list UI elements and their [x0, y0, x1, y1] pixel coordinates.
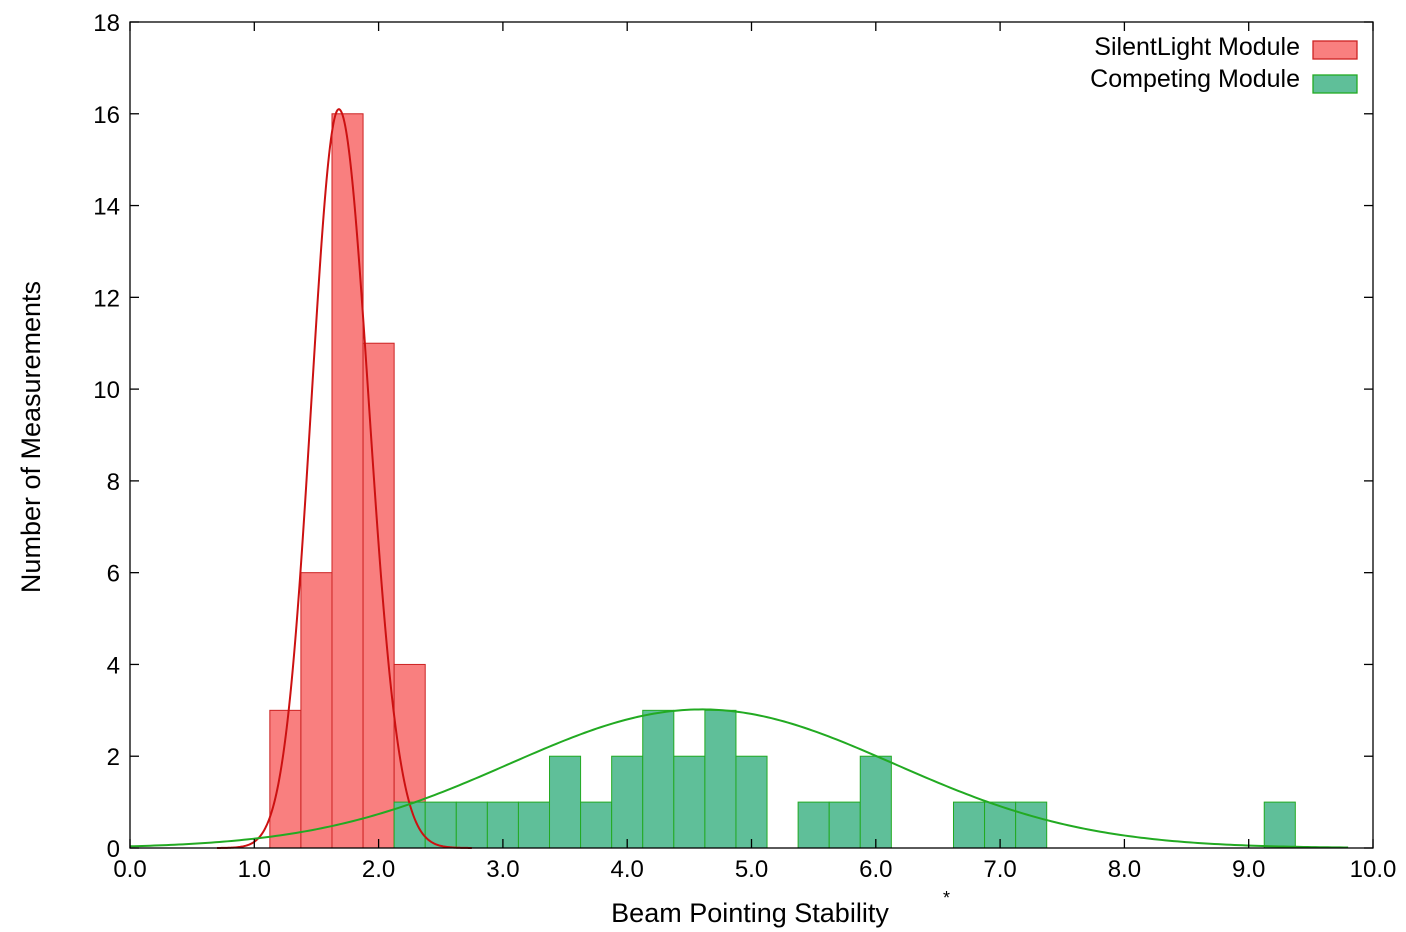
- y-tick-label-0: 0: [107, 836, 120, 863]
- silentlight-fit-curve: [217, 108, 472, 849]
- x-tick-label-10: 10.0: [1350, 856, 1397, 883]
- y-tick-label-7: 14: [93, 194, 120, 221]
- y-tick-label-8: 16: [93, 102, 120, 129]
- competing-bar-14: [859, 755, 892, 849]
- y-tick-labels: 0 2 4 6 8 10 12 14 16 18: [93, 10, 120, 863]
- x-tick-label-9: 9.0: [1232, 856, 1265, 883]
- x-tick-label-1: 1.0: [238, 856, 271, 883]
- y-tick-label-2: 4: [107, 652, 120, 679]
- x-tick-labels: 0.0 1.0 2.0 3.0 4.0 5.0 6.0 7.0 8.0 9.0 10.0: [113, 856, 1396, 883]
- x-tick-label-0: 0.0: [113, 856, 146, 883]
- legend-label-competing: Competing Module: [1090, 65, 1300, 93]
- legend-label-silentlight: SilentLight Module: [1094, 33, 1300, 61]
- competing-bar-8: [642, 709, 675, 849]
- x-tick-label-2: 2.0: [362, 856, 395, 883]
- legend-swatch-competing: [1312, 74, 1358, 94]
- silentlight-bar-3: [362, 342, 395, 849]
- y-axis-label: Number of Measurements: [16, 281, 46, 593]
- x-axis-label: Beam Pointing Stability: [611, 898, 889, 928]
- competing-bar-17: [1015, 801, 1048, 849]
- fit-curves-layer: [129, 108, 1349, 849]
- legend: SilentLight Module Competing Module: [1090, 33, 1358, 94]
- competing-bar-5: [549, 755, 582, 849]
- y-tick-label-9: 18: [93, 10, 120, 37]
- competing-bar-15: [952, 801, 986, 849]
- silentlight-bar-1: [300, 572, 333, 849]
- y-tick-label-4: 8: [107, 469, 120, 496]
- silentlight-bar-2: [331, 113, 364, 849]
- competing-bar-9: [673, 755, 706, 849]
- x-tick-label-8: 8.0: [1108, 856, 1141, 883]
- competing-bar-7: [611, 755, 644, 849]
- competing-bar-11: [735, 755, 768, 849]
- x-tick-label-3: 3.0: [486, 856, 519, 883]
- competing-bar-10: [704, 709, 737, 849]
- x-tick-label-4: 4.0: [611, 856, 644, 883]
- x-tick-label-6: 6.0: [859, 856, 892, 883]
- y-tick-label-1: 2: [107, 744, 120, 771]
- competing-bar-4: [517, 801, 551, 849]
- x-tick-label-7: 7.0: [983, 856, 1016, 883]
- bars-layer: [269, 113, 1296, 849]
- y-tick-label-3: 6: [107, 561, 120, 588]
- y-tick-label-6: 12: [93, 285, 120, 312]
- y-tick-label-5: 10: [93, 377, 120, 404]
- competing-bar-0: [393, 801, 426, 849]
- competing-bar-2: [455, 801, 488, 849]
- competing-fit-curve: [129, 708, 1349, 849]
- x-tick-label-5: 5.0: [735, 856, 768, 883]
- competing-bar-6: [580, 801, 613, 849]
- x-axis-label-asterisk: *: [943, 888, 950, 908]
- axis-ticks: [129, 21, 1374, 849]
- legend-swatch-silentlight: [1312, 40, 1358, 60]
- competing-bar-18: [1263, 801, 1296, 849]
- competing-bar-12: [797, 801, 830, 849]
- competing-bar-13: [828, 801, 861, 849]
